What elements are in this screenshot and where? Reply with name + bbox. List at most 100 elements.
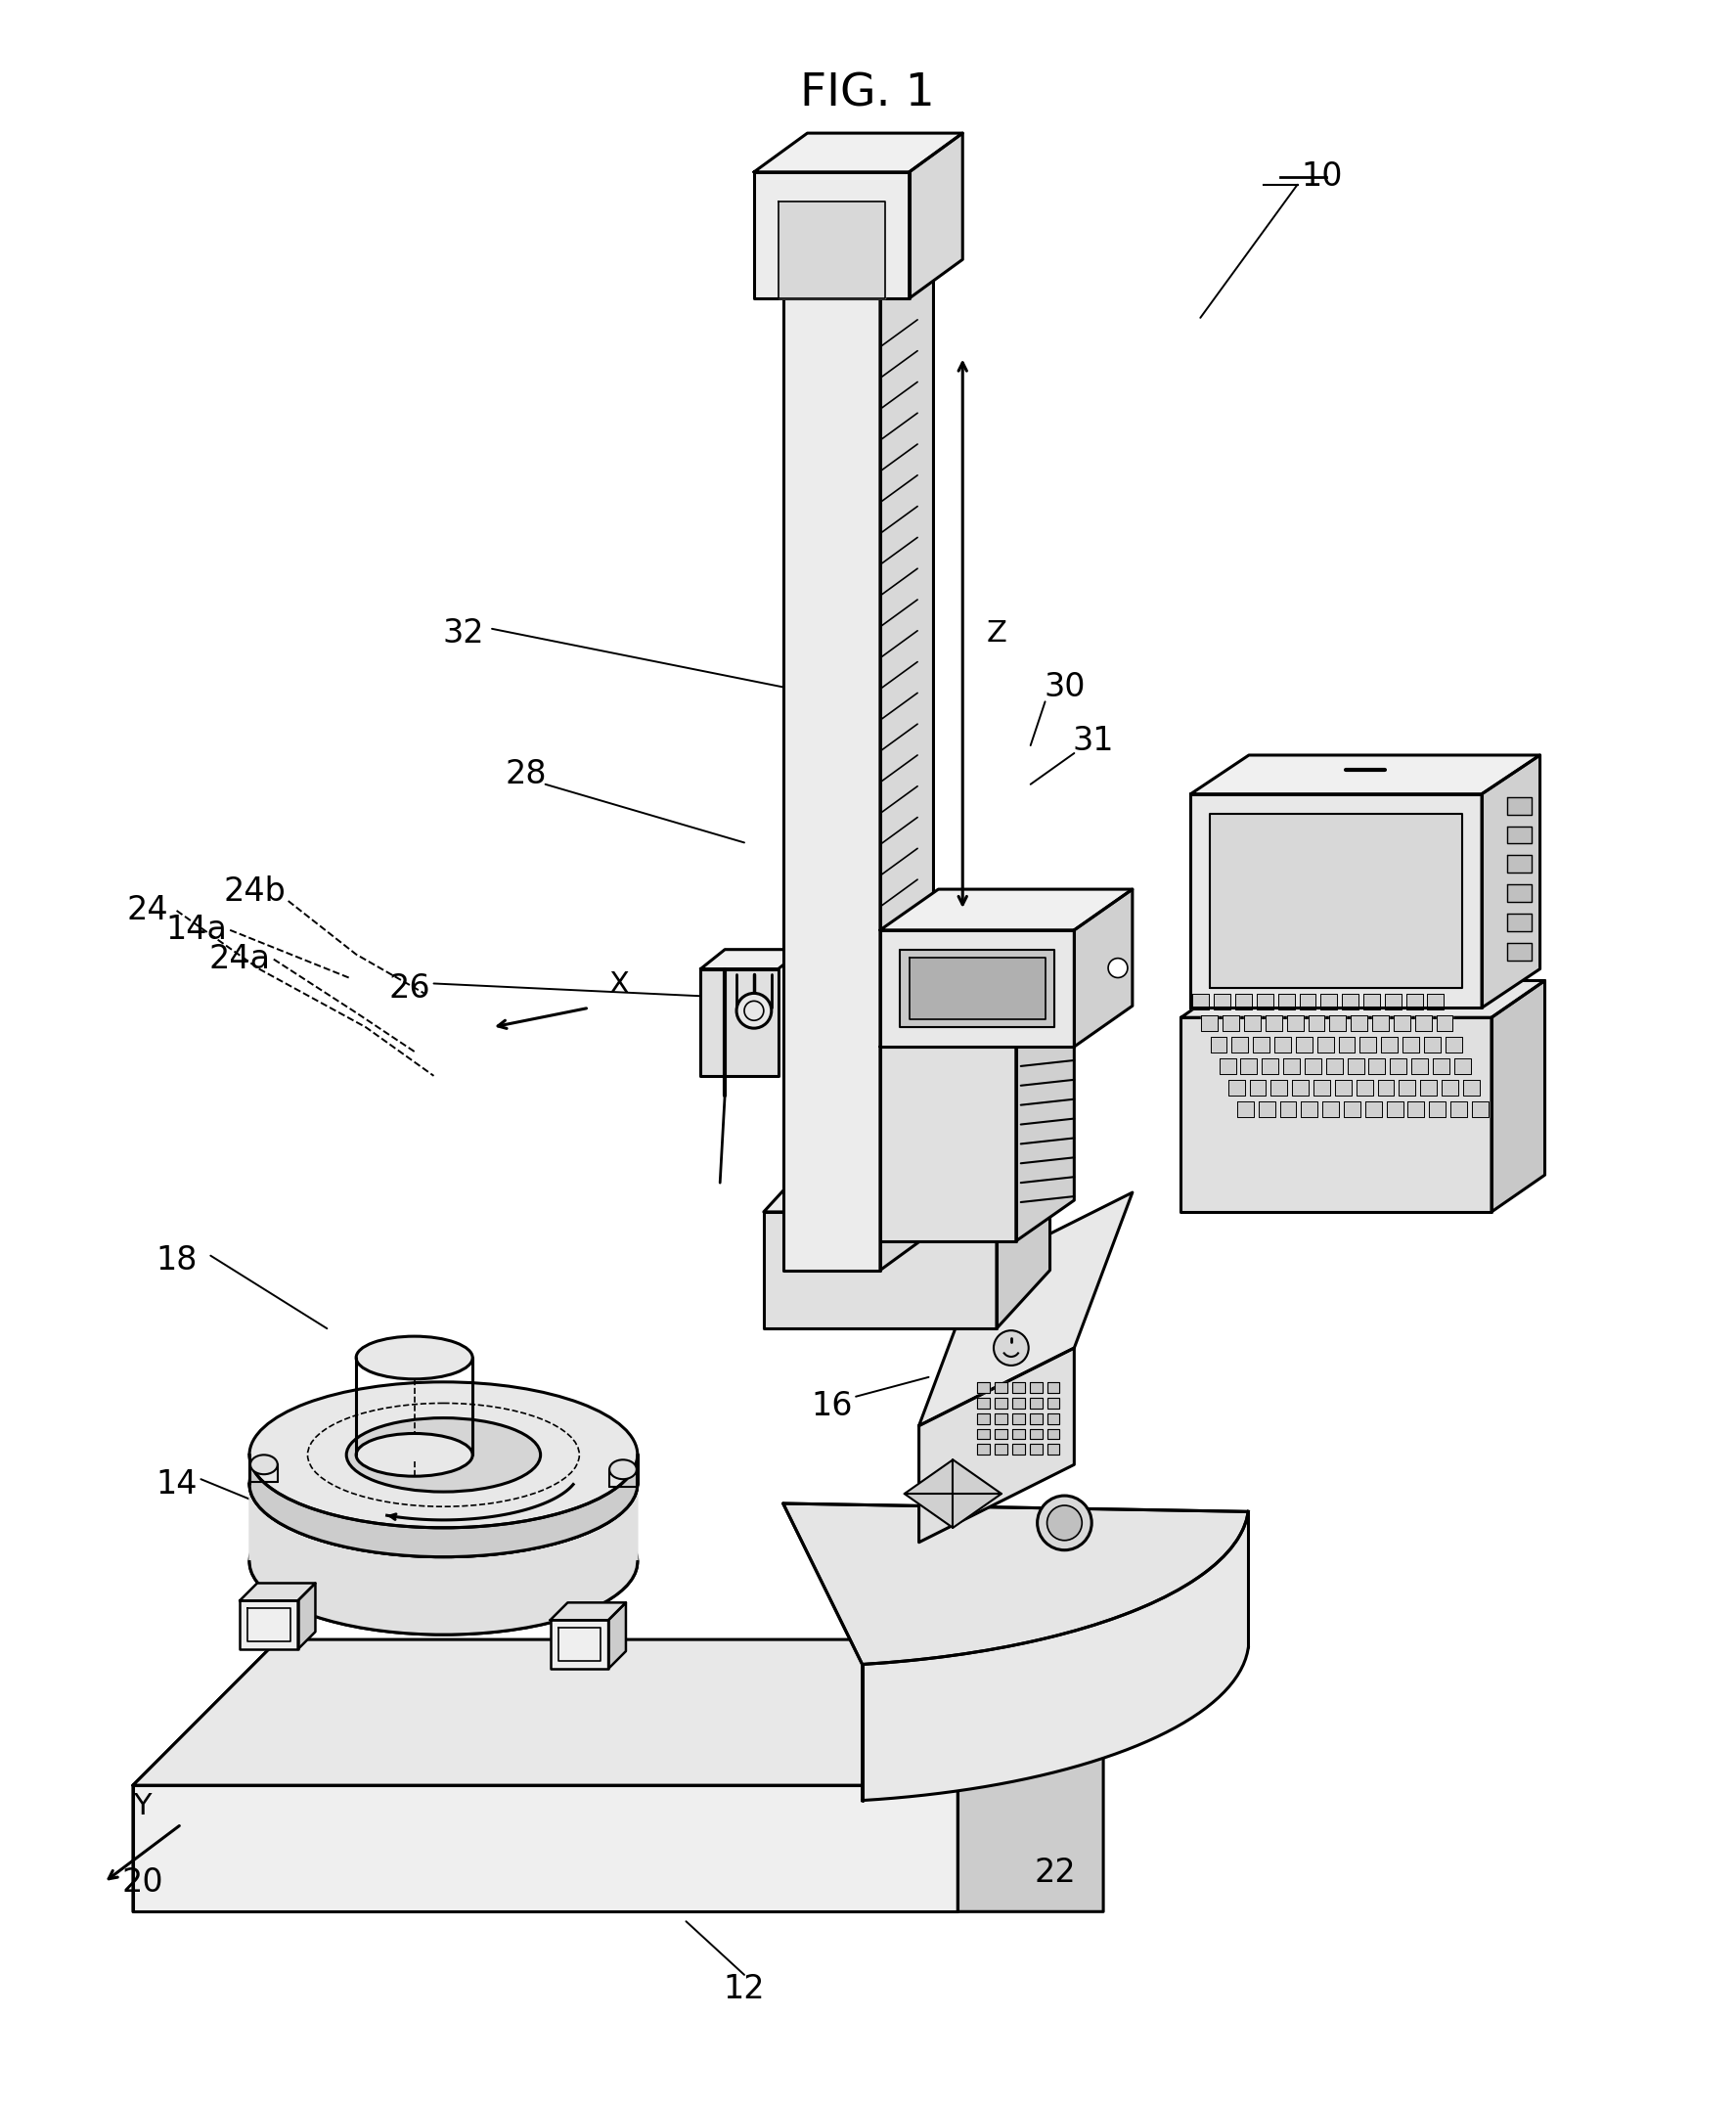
Polygon shape bbox=[1278, 994, 1295, 1009]
Text: 30: 30 bbox=[1043, 672, 1085, 703]
Text: 10: 10 bbox=[1300, 160, 1342, 194]
Polygon shape bbox=[1347, 1059, 1364, 1074]
Polygon shape bbox=[918, 1192, 1132, 1426]
Text: 20: 20 bbox=[122, 1866, 163, 1900]
Polygon shape bbox=[1309, 1015, 1325, 1032]
Polygon shape bbox=[550, 1603, 627, 1620]
Polygon shape bbox=[958, 1638, 1104, 1912]
Text: Z: Z bbox=[986, 619, 1007, 649]
Polygon shape bbox=[1364, 1101, 1382, 1116]
Polygon shape bbox=[1047, 1382, 1059, 1392]
Polygon shape bbox=[778, 202, 885, 299]
Polygon shape bbox=[1314, 1080, 1330, 1095]
Polygon shape bbox=[1029, 1382, 1042, 1392]
Ellipse shape bbox=[250, 1382, 637, 1527]
Polygon shape bbox=[880, 931, 1075, 1047]
Ellipse shape bbox=[609, 1459, 637, 1478]
Polygon shape bbox=[1253, 1036, 1269, 1053]
Polygon shape bbox=[1047, 1445, 1059, 1455]
Circle shape bbox=[736, 994, 771, 1028]
Text: 28: 28 bbox=[505, 758, 547, 790]
Polygon shape bbox=[1436, 1015, 1453, 1032]
Polygon shape bbox=[1391, 1059, 1406, 1074]
Polygon shape bbox=[995, 1428, 1007, 1438]
Polygon shape bbox=[1424, 1036, 1441, 1053]
Polygon shape bbox=[1399, 1080, 1415, 1095]
Polygon shape bbox=[1286, 1015, 1304, 1032]
Polygon shape bbox=[1257, 994, 1272, 1009]
Polygon shape bbox=[550, 1620, 608, 1668]
Text: 32: 32 bbox=[443, 617, 484, 651]
Text: 34: 34 bbox=[1422, 1021, 1463, 1053]
Polygon shape bbox=[1415, 1015, 1432, 1032]
Polygon shape bbox=[1359, 1036, 1377, 1053]
Polygon shape bbox=[1029, 1413, 1042, 1424]
Text: 24: 24 bbox=[127, 895, 168, 927]
Polygon shape bbox=[1441, 1080, 1458, 1095]
Polygon shape bbox=[1201, 1015, 1219, 1032]
Polygon shape bbox=[753, 133, 962, 173]
Polygon shape bbox=[783, 299, 880, 1270]
Polygon shape bbox=[1451, 1101, 1467, 1116]
Polygon shape bbox=[910, 133, 962, 299]
Polygon shape bbox=[1429, 1101, 1446, 1116]
Polygon shape bbox=[250, 1455, 637, 1556]
Polygon shape bbox=[1378, 1080, 1394, 1095]
Polygon shape bbox=[977, 1398, 990, 1409]
Polygon shape bbox=[899, 950, 1055, 1028]
Polygon shape bbox=[995, 1382, 1007, 1392]
Polygon shape bbox=[1245, 1015, 1260, 1032]
Text: 12: 12 bbox=[724, 1973, 766, 2005]
Circle shape bbox=[1108, 958, 1128, 977]
Text: 14a: 14a bbox=[165, 914, 227, 946]
Text: Y: Y bbox=[134, 1792, 151, 1820]
Ellipse shape bbox=[250, 1411, 637, 1556]
Text: 16: 16 bbox=[811, 1390, 852, 1422]
Polygon shape bbox=[1406, 994, 1422, 1009]
Polygon shape bbox=[240, 1601, 299, 1649]
Polygon shape bbox=[1342, 994, 1359, 1009]
Polygon shape bbox=[1318, 1036, 1333, 1053]
Polygon shape bbox=[1047, 1413, 1059, 1424]
Circle shape bbox=[1038, 1495, 1092, 1550]
Polygon shape bbox=[1299, 994, 1316, 1009]
Polygon shape bbox=[1047, 1398, 1059, 1409]
Polygon shape bbox=[1219, 1059, 1236, 1074]
Polygon shape bbox=[1271, 1080, 1288, 1095]
Text: 31: 31 bbox=[1073, 724, 1115, 756]
Polygon shape bbox=[134, 1638, 278, 1912]
Polygon shape bbox=[1326, 1059, 1342, 1074]
Polygon shape bbox=[1250, 1080, 1266, 1095]
Polygon shape bbox=[918, 1348, 1075, 1542]
Circle shape bbox=[993, 1331, 1029, 1365]
Polygon shape bbox=[764, 1211, 996, 1329]
Polygon shape bbox=[1259, 1101, 1274, 1116]
Polygon shape bbox=[1191, 756, 1540, 794]
Polygon shape bbox=[1507, 943, 1531, 960]
Polygon shape bbox=[1387, 1101, 1403, 1116]
Polygon shape bbox=[996, 1154, 1050, 1329]
Polygon shape bbox=[863, 1512, 1248, 1801]
Polygon shape bbox=[753, 173, 910, 299]
Ellipse shape bbox=[347, 1417, 540, 1491]
Polygon shape bbox=[1295, 1036, 1312, 1053]
Polygon shape bbox=[1180, 981, 1545, 1017]
Polygon shape bbox=[977, 1428, 990, 1438]
Polygon shape bbox=[1356, 1080, 1373, 1095]
Polygon shape bbox=[608, 1603, 627, 1668]
Polygon shape bbox=[910, 958, 1045, 1019]
Polygon shape bbox=[1338, 1036, 1356, 1053]
Polygon shape bbox=[995, 1398, 1007, 1409]
Ellipse shape bbox=[356, 1337, 472, 1379]
Polygon shape bbox=[1075, 889, 1132, 1047]
Polygon shape bbox=[1408, 1101, 1424, 1116]
Polygon shape bbox=[1191, 794, 1483, 1009]
Polygon shape bbox=[1411, 1059, 1429, 1074]
Polygon shape bbox=[1029, 1445, 1042, 1455]
Polygon shape bbox=[1455, 1059, 1470, 1074]
Polygon shape bbox=[1394, 1015, 1410, 1032]
Polygon shape bbox=[1300, 1101, 1318, 1116]
Polygon shape bbox=[1385, 994, 1401, 1009]
Polygon shape bbox=[1507, 826, 1531, 845]
Text: X: X bbox=[608, 971, 628, 998]
